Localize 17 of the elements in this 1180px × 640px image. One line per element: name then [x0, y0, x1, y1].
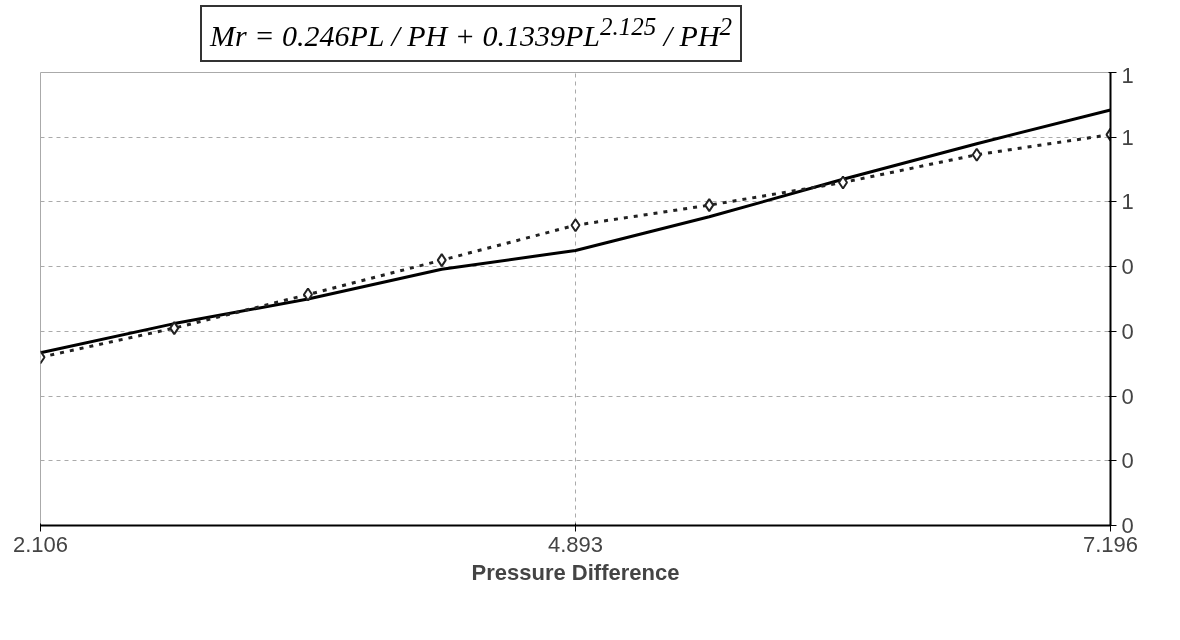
point [570, 218, 581, 233]
y-tick-label: 0 [1121, 253, 1134, 279]
chart-title: Mr = 0.246PL / PH + 0.1339PL$^{2.125}$ / PH$^{2}$ [210, 12, 733, 54]
y-tick-label: 1 [1121, 189, 1134, 215]
y-tick-label: 1 [1121, 124, 1134, 150]
y-tick-label: 0 [1121, 512, 1134, 538]
y-tick-label: 0 [1121, 383, 1134, 409]
x-tick-label: 2.106 [12, 531, 69, 557]
point [169, 320, 180, 335]
x-tick-label: 4.893 [547, 531, 604, 557]
point [704, 198, 715, 213]
y-tick-label: 1 [1121, 62, 1134, 88]
y-tick-label: 0 [1121, 318, 1134, 344]
x-axis-title: Pressure Difference [471, 559, 680, 585]
point [971, 147, 982, 162]
point [436, 253, 447, 268]
y-tick-label: 0 [1121, 448, 1134, 474]
